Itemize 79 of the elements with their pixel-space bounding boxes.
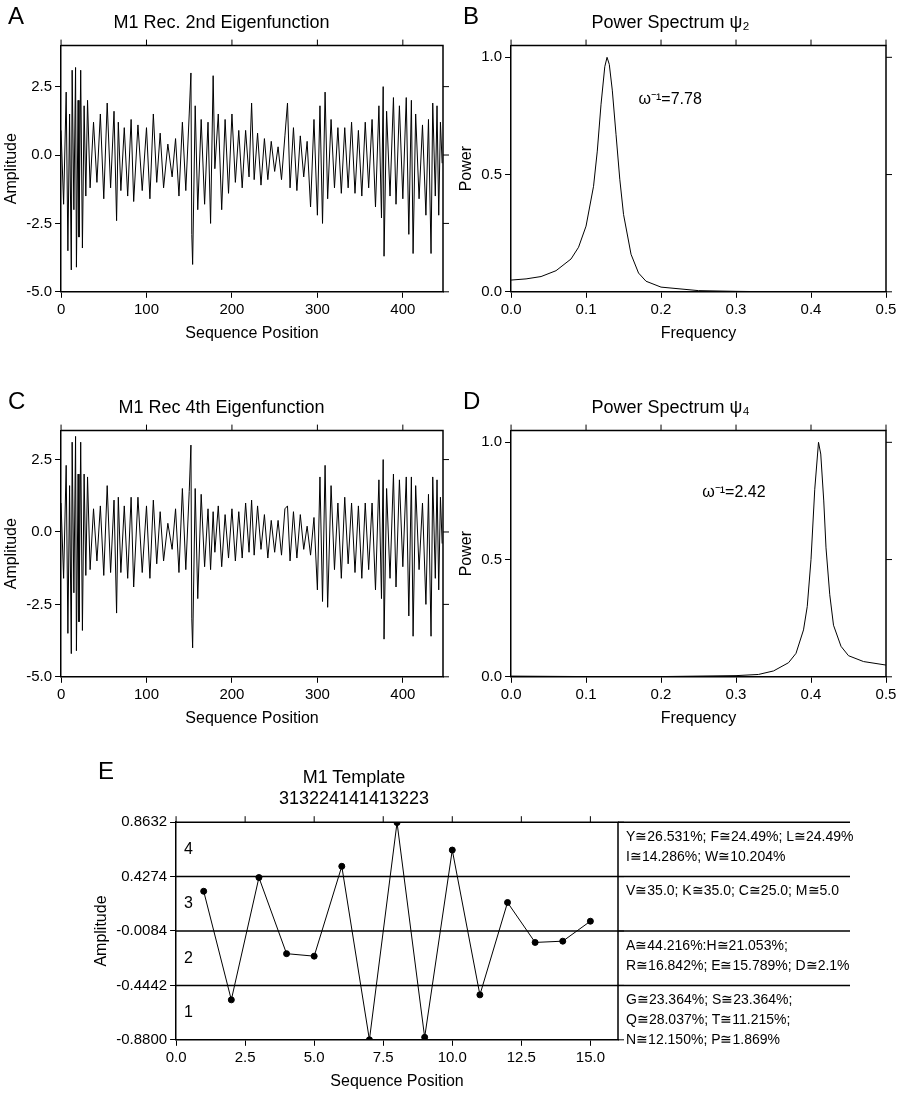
annotation: 2 <box>184 948 194 966</box>
x-tick-label: 0.3 <box>725 684 747 702</box>
y-tick-label: 0.4274 <box>121 866 168 884</box>
x-tick-label: 0.1 <box>575 299 597 317</box>
x-tick-label: 0.2 <box>650 299 672 317</box>
y-tick-label: -5.0 <box>26 666 53 684</box>
text: A <box>8 2 25 30</box>
x-tick-label: 200 <box>219 684 245 702</box>
y-tick-label: 1.0 <box>481 432 503 450</box>
y-axis-title: Amplitude <box>2 133 20 205</box>
chart-title: M1 Rec 4th Eigenfunction <box>118 396 325 417</box>
chart-title: M1 Rec. 2nd Eigenfunction <box>113 11 330 32</box>
x-tick-label: 7.5 <box>372 1047 394 1065</box>
x-tick-label: 0 <box>56 684 66 702</box>
x-tick-label: 0.4 <box>800 299 822 317</box>
y-tick-label: 0.8632 <box>121 812 168 830</box>
x-axis-title: Sequence Position <box>185 708 319 726</box>
text: D <box>463 387 481 415</box>
y-axis-title: Amplitude <box>2 518 20 590</box>
x-tick-label: 0.0 <box>165 1047 187 1065</box>
annotation: ω⁻¹=7.78 <box>638 90 702 108</box>
x-tick-label: 0.5 <box>875 299 897 317</box>
y-tick-label: 0.0 <box>481 666 503 684</box>
x-tick-label: 5.0 <box>303 1047 325 1065</box>
y-axis-title: Power <box>457 530 475 577</box>
text: E <box>98 757 115 785</box>
annotation: 4 <box>184 839 194 857</box>
x-tick-label: 2.5 <box>234 1047 256 1065</box>
y-tick-label: -2.5 <box>26 213 53 231</box>
x-axis-title: Frequency <box>660 323 737 341</box>
annotation: ω⁻¹=2.42 <box>702 482 766 500</box>
y-tick-label: -0.0084 <box>116 921 168 939</box>
chart-subtitle: 313224141413223 <box>278 788 430 809</box>
text: G≅23.364%; S≅23.364%; Q≅28.037%; T≅11.215%; N≅12.150%; P≅1.869% <box>626 991 793 1048</box>
y-tick-label: 2.5 <box>31 76 53 94</box>
y-tick-label: 0.0 <box>481 281 503 299</box>
x-tick-label: 12.5 <box>506 1047 536 1065</box>
x-tick-label: 0 <box>56 299 66 317</box>
x-tick-label: 300 <box>304 299 330 317</box>
x-tick-label: 100 <box>133 684 160 702</box>
annotation: 3 <box>184 894 194 912</box>
x-tick-label: 0.1 <box>575 684 597 702</box>
x-tick-label: 0.2 <box>650 684 672 702</box>
text: B <box>463 2 480 30</box>
annotation: 1 <box>184 1003 194 1021</box>
x-tick-label: 15.0 <box>575 1047 605 1065</box>
chart-title: Power Spectrum ψ₄ <box>591 396 750 417</box>
y-tick-label: -0.4442 <box>116 975 168 993</box>
x-tick-label: 10.0 <box>437 1047 467 1065</box>
y-tick-label: 0.5 <box>481 164 503 182</box>
x-tick-label: 100 <box>133 299 160 317</box>
x-axis-title: Sequence Position <box>185 323 319 341</box>
x-tick-label: 300 <box>304 684 330 702</box>
x-tick-label: 200 <box>219 299 245 317</box>
y-tick-label: 2.5 <box>31 449 53 467</box>
y-tick-label: 0.0 <box>31 145 53 163</box>
y-tick-label: -0.8800 <box>116 1029 168 1047</box>
x-tick-label: 0.3 <box>725 299 747 317</box>
chart-title: Power Spectrum ψ₂ <box>591 11 750 32</box>
x-axis-title: Sequence Position <box>330 1071 464 1089</box>
x-tick-label: 400 <box>390 299 416 317</box>
y-tick-label: 0.0 <box>31 522 53 540</box>
x-tick-label: 400 <box>390 684 416 702</box>
text: C <box>8 387 26 415</box>
y-axis-title: Amplitude <box>92 895 110 967</box>
x-axis-title: Frequency <box>660 708 737 726</box>
y-tick-label: 1.0 <box>481 47 503 65</box>
x-tick-label: 0.5 <box>875 684 897 702</box>
chart-title: M1 Template <box>302 766 406 787</box>
text: A≅44.216%:H≅21.053%; R≅16.842%; E≅15.789%; D≅2.1% <box>626 936 850 973</box>
y-axis-title: Power <box>457 145 475 192</box>
text: V≅35.0; K≅35.0; C≅25.0; M≅5.0 <box>626 882 840 899</box>
x-tick-label: 0.0 <box>500 684 522 702</box>
text: Y≅26.531%; F≅24.49%; L≅24.49% I≅14.286%; W≅10.204% <box>626 828 854 865</box>
x-tick-label: 0.4 <box>800 684 822 702</box>
y-tick-label: -5.0 <box>26 281 53 299</box>
x-tick-label: 0.0 <box>500 299 522 317</box>
y-tick-label: 0.5 <box>481 549 503 567</box>
y-tick-label: -2.5 <box>26 594 53 612</box>
